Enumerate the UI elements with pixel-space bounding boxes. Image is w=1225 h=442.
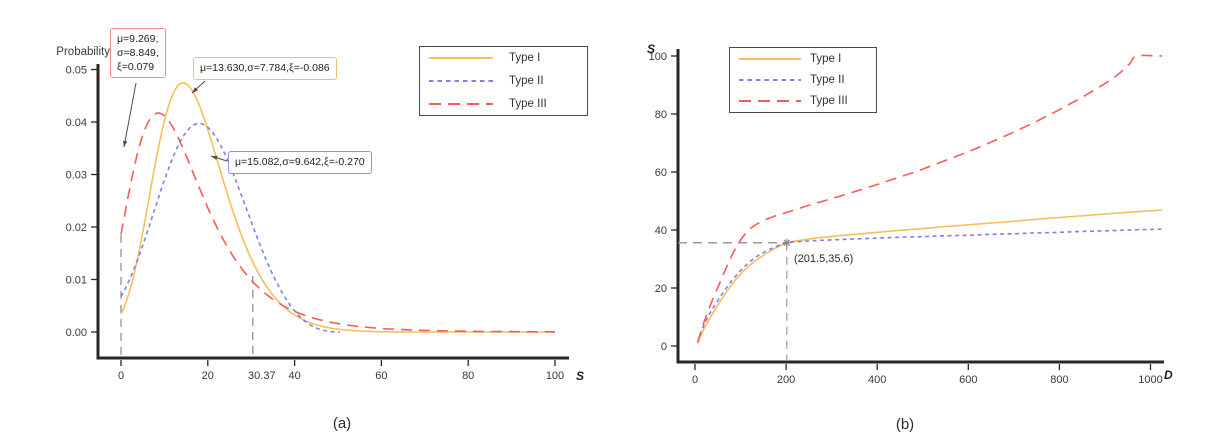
annotation-arrow — [123, 82, 137, 148]
x-tick-label: 200 — [777, 374, 795, 386]
x-tick-label: 0 — [118, 370, 124, 382]
y-tick-label: 0 — [661, 341, 667, 353]
type1-curve — [696, 209, 1162, 344]
y-tick-label: 0.05 — [66, 65, 87, 77]
panel-b-caption: (b) — [895, 416, 915, 433]
panel-a-caption: (a) — [332, 415, 352, 432]
type2-line-sample — [739, 78, 801, 81]
x-tick-label: 1000 — [1138, 374, 1162, 386]
legend-row-type1: Type I — [420, 47, 587, 70]
type3-line-sample — [739, 100, 801, 103]
panel-b-y-axis-title: S — [647, 42, 656, 56]
type3-curve — [120, 112, 555, 333]
legend-label-type1: Type I — [810, 52, 842, 65]
y-tick-label: 100 — [649, 51, 667, 63]
legend-row-type3: Type III — [730, 91, 876, 112]
legend-row-type3: Type III — [420, 92, 587, 115]
x-tick-label: 20 — [202, 370, 214, 382]
special-x-tick-label: 30.37 — [248, 370, 276, 382]
type1-line-sample — [739, 57, 801, 60]
marked-point-label: (201.5,35.6) — [794, 253, 854, 265]
panel-b-legend: Type I Type II Type III — [729, 47, 877, 113]
x-tick-label: 800 — [1050, 374, 1068, 386]
marked-point-star — [783, 239, 791, 247]
type1-params-annotation: μ=13.630,σ=7.784,ξ=-0.086 — [193, 57, 337, 80]
panel-a-legend: Type I Type II Type III — [419, 46, 588, 116]
legend-label-type3: Type III — [509, 97, 547, 110]
type3-params-line3: ξ=0.079 — [117, 61, 155, 73]
panel-a-x-axis-title: S — [576, 369, 585, 383]
legend-label-type3: Type III — [810, 95, 848, 108]
y-tick-label: 0.03 — [66, 170, 87, 182]
legend-label-type1: Type I — [509, 52, 541, 65]
legend-label-type2: Type II — [509, 75, 544, 87]
y-tick-label: 80 — [655, 109, 667, 121]
y-tick-label: 20 — [655, 283, 667, 295]
type2-curve — [696, 228, 1162, 343]
x-tick-label: 0 — [692, 374, 698, 386]
type2-params-annotation: μ=15.082,σ=9.642,ξ=-0.270 — [228, 151, 372, 174]
legend-row-type2: Type II — [420, 70, 587, 93]
x-tick-label: 60 — [375, 370, 387, 382]
legend-label-type2: Type II — [810, 73, 845, 86]
x-tick-label: 40 — [288, 370, 300, 382]
type3-params-annotation: μ=9.269, σ=8.849, ξ=0.079 — [110, 28, 166, 78]
y-tick-label: 0.01 — [66, 275, 87, 287]
type3-params-line1: μ=9.269, — [117, 33, 159, 45]
y-tick-label: 40 — [655, 225, 667, 237]
x-tick-label: 400 — [868, 374, 886, 386]
panel-a-y-axis-title: Probability — [56, 46, 110, 58]
annotation-arrowhead — [192, 87, 198, 93]
y-tick-label: 0.00 — [66, 327, 87, 339]
x-tick-label: 80 — [462, 370, 474, 382]
x-tick-label: 100 — [546, 370, 564, 382]
y-tick-label: 60 — [655, 167, 667, 179]
y-tick-label: 0.02 — [66, 222, 87, 234]
type1-line-sample — [429, 57, 493, 60]
legend-row-type2: Type II — [730, 69, 876, 90]
type2-line-sample — [429, 80, 493, 82]
x-tick-label: 600 — [959, 374, 977, 386]
type3-params-line2: σ=8.849, — [117, 47, 159, 59]
panel-b-x-axis-title: D — [1164, 368, 1173, 382]
type3-line-sample — [429, 102, 493, 105]
legend-row-type1: Type I — [730, 48, 876, 69]
type3-curve — [696, 54, 1162, 343]
y-tick-label: 0.04 — [66, 117, 87, 129]
annotation-arrowhead — [211, 155, 218, 160]
type1-curve — [120, 82, 555, 333]
annotation-arrowhead — [123, 140, 128, 147]
